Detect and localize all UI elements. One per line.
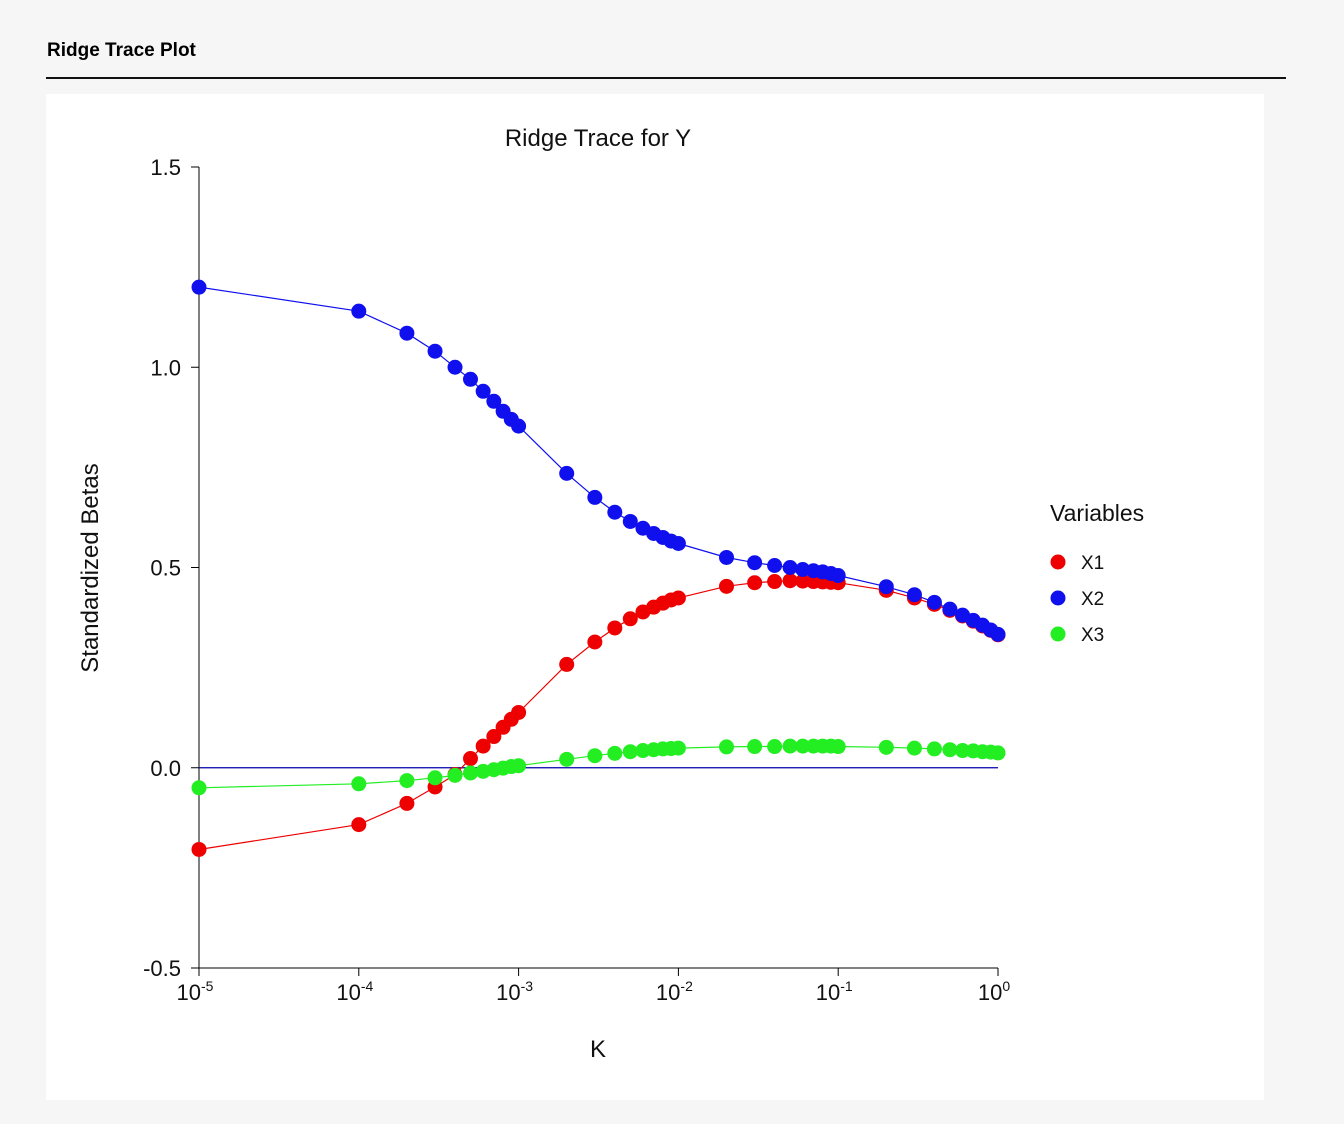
data-point-x2: [942, 601, 958, 617]
data-point-x2: [878, 579, 894, 595]
data-point-x3: [942, 742, 958, 758]
data-point-x3: [767, 739, 783, 755]
data-point-x3: [587, 748, 603, 764]
data-point-x3: [955, 743, 971, 759]
legend-label-x3: X3: [1081, 625, 1104, 646]
x-tick-label: 10-2: [656, 978, 693, 1005]
data-point-x2: [719, 549, 735, 565]
data-point-x2: [486, 393, 502, 409]
series-line-x2: [198, 286, 999, 635]
data-point-x3: [559, 751, 575, 767]
data-point-x1: [767, 574, 783, 590]
data-point-x2: [747, 555, 763, 571]
legend-marker-x2: [1050, 590, 1066, 606]
axes: -0.5 0.0 0.5 1.0 1.5 10-5 10-4 10-3 10-2 10-1 100: [143, 155, 1010, 1005]
data-point-x2: [399, 325, 415, 341]
data-point-x3: [670, 740, 686, 756]
data-point-x1: [399, 795, 415, 811]
data-point-x3: [926, 741, 942, 757]
data-point-x2: [926, 594, 942, 610]
data-point-x3: [447, 767, 463, 783]
data-point-x1: [462, 751, 478, 767]
data-point-x1: [587, 634, 603, 650]
data-point-x3: [795, 738, 811, 754]
data-point-x3: [747, 739, 763, 755]
data-point-x3: [511, 758, 527, 774]
data-point-x2: [511, 418, 527, 434]
data-point-x3: [635, 743, 651, 759]
data-point-x2: [670, 535, 686, 551]
data-point-x3: [782, 738, 798, 754]
chart-title: Ridge Trace for Y: [505, 125, 691, 152]
y-axis-label: Standardized Betas: [77, 463, 104, 672]
data-point-x3: [191, 780, 207, 796]
series-line-x1: [198, 580, 999, 851]
data-point-x1: [670, 590, 686, 606]
data-point-x1: [351, 817, 367, 833]
y-tick-label: 1.5: [150, 155, 181, 180]
x-tick-label: 10-5: [177, 978, 214, 1005]
section-title: Ridge Trace Plot: [47, 40, 196, 61]
data-point-x2: [559, 465, 575, 481]
data-point-x1: [622, 611, 638, 627]
data-point-x3: [462, 765, 478, 781]
y-tick-label: -0.5: [143, 956, 181, 981]
data-point-x1: [475, 738, 491, 754]
data-marks: [191, 279, 1006, 857]
data-point-x3: [878, 739, 894, 755]
data-point-x2: [475, 383, 491, 399]
data-point-x1: [719, 578, 735, 594]
data-point-x3: [830, 739, 846, 755]
data-point-x3: [990, 745, 1006, 761]
ridge-trace-chart: Ridge Trace for Y Standardized Betas K -…: [77, 125, 1144, 1063]
y-tick-label: 0.5: [150, 556, 181, 581]
legend-label-x1: X1: [1081, 553, 1104, 574]
legend-label-x2: X2: [1081, 589, 1104, 610]
data-point-x2: [351, 303, 367, 319]
data-point-x1: [486, 729, 502, 745]
data-point-x3: [906, 740, 922, 756]
x-tick-label: 10-1: [816, 978, 853, 1005]
x-tick-label: 100: [978, 978, 1010, 1005]
legend-marker-x1: [1050, 554, 1066, 570]
data-point-x1: [559, 656, 575, 672]
data-point-x3: [351, 776, 367, 792]
data-point-x2: [767, 557, 783, 573]
data-point-x2: [587, 489, 603, 505]
legend: Variables X1 X2 X3: [1050, 500, 1144, 646]
data-point-x2: [622, 513, 638, 529]
data-point-x2: [447, 359, 463, 375]
x-axis-label: K: [590, 1036, 606, 1063]
x-tick-label: 10-4: [336, 978, 373, 1005]
legend-marker-x3: [1050, 626, 1066, 642]
data-point-x2: [782, 560, 798, 575]
title-divider: [46, 77, 1286, 79]
data-point-x3: [399, 773, 415, 789]
y-tick-label: 1.0: [150, 355, 181, 380]
data-point-x1: [782, 573, 798, 589]
y-tick-label: 0.0: [150, 756, 181, 781]
data-point-x2: [990, 626, 1006, 642]
data-point-x2: [906, 587, 922, 603]
data-point-x2: [607, 504, 623, 520]
data-point-x2: [462, 371, 478, 387]
data-point-x2: [191, 279, 207, 295]
x-tick-label: 10-3: [496, 978, 533, 1005]
data-point-x2: [427, 343, 443, 359]
data-point-x1: [191, 841, 207, 857]
data-point-x2: [830, 568, 846, 584]
data-point-x3: [607, 745, 623, 761]
data-point-x1: [747, 575, 763, 591]
legend-title: Variables: [1050, 500, 1144, 526]
data-point-x1: [795, 573, 811, 589]
plot-panel: Ridge Trace for Y Standardized Betas K -…: [46, 94, 1264, 1100]
data-point-x3: [622, 744, 638, 760]
data-point-x3: [719, 739, 735, 755]
data-point-x3: [427, 770, 443, 786]
data-point-x1: [511, 704, 527, 720]
data-point-x1: [607, 620, 623, 636]
